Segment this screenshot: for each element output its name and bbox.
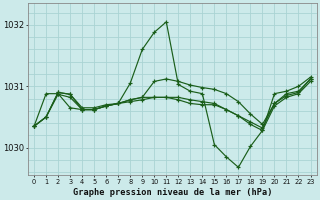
X-axis label: Graphe pression niveau de la mer (hPa): Graphe pression niveau de la mer (hPa) [73, 188, 272, 197]
